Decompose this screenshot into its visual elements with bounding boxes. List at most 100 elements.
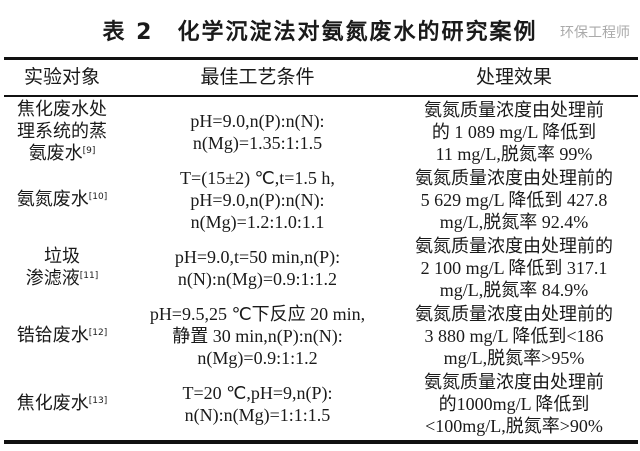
cell-text: 氨氮质量浓度由处理前 xyxy=(424,100,604,120)
cell-text: T=(15±2) ℃,t=1.5 h, xyxy=(180,168,335,188)
cell-text: 焦化废水处 xyxy=(17,99,107,120)
cell-text: 氨氮质量浓度由处理前的 xyxy=(415,168,613,188)
table-row: 锆铪废水[12] pH=9.5,25 ℃下反应 20 min, 静置 30 min,… xyxy=(0,302,640,370)
cell-text: 5 629 mg/L 降低到 427.8 xyxy=(420,190,608,210)
cell-subject-line: 垃圾 xyxy=(2,246,122,268)
cell-conditions-line: pH=9.5,25 ℃下反应 20 min, xyxy=(130,303,385,325)
cell-effect-line: 的1000mg/L 降低到 xyxy=(390,393,638,415)
cell-conditions-line: pH=9.0,n(P):n(N): xyxy=(130,189,385,211)
cell-subject: 氨氮废水[10] xyxy=(2,166,122,234)
table-row: 焦化废水[13] T=20 ℃,pH=9,n(P): n(N):n(Mg)=1:1:… xyxy=(0,370,640,438)
cell-conditions: T=20 ℃,pH=9,n(P): n(N):n(Mg)=1:1:1.5 xyxy=(130,370,385,438)
cell-text: mg/L,脱氮率 92.4% xyxy=(439,212,589,232)
cell-conditions-line: pH=9.0,n(P):n(N): xyxy=(130,110,385,132)
cell-text: 氨氮废水 xyxy=(16,189,89,210)
cell-subject-line: 氨氮废水[10] xyxy=(2,189,122,211)
reference-mark: [10] xyxy=(88,192,108,202)
cell-effect-line: 3 880 mg/L 降低到<186 xyxy=(390,325,638,347)
cell-text: 理系统的蒸 xyxy=(17,121,107,142)
cell-effect-line: 5 629 mg/L 降低到 427.8 xyxy=(390,189,638,211)
cell-effect: 氨氮质量浓度由处理前的 1 089 mg/L 降低到 11 mg/L,脱氮率 99… xyxy=(390,98,638,166)
cell-text: mg/L,脱氮率>95% xyxy=(443,348,585,368)
cell-conditions-line: pH=9.0,t=50 min,n(P): xyxy=(130,246,385,268)
cell-text: 11 mg/L,脱氮率 99% xyxy=(435,144,593,164)
cell-effect-line: mg/L,脱氮率 84.9% xyxy=(390,279,638,301)
cell-conditions: pH=9.0,n(P):n(N): n(Mg)=1.35:1:1.5 xyxy=(130,98,385,166)
cell-subject-line: 锆铪废水[12] xyxy=(2,325,122,347)
header-subject: 实验对象 xyxy=(23,66,100,88)
table-row: 垃圾 渗滤液[11] pH=9.0,t=50 min,n(P): n(N):n(Mg)… xyxy=(0,234,640,302)
cell-text: n(Mg)=0.9:1:1.2 xyxy=(197,348,318,368)
cell-text: <100mg/L,脱氮率>90% xyxy=(425,416,603,436)
cell-subject-line: 焦化废水[13] xyxy=(2,393,122,415)
cell-text: mg/L,脱氮率 84.9% xyxy=(439,280,589,300)
cell-text: 的1000mg/L 降低到 xyxy=(438,394,590,414)
cell-conditions-line: 静置 30 min,n(P):n(N): xyxy=(130,325,385,347)
cell-text: 2 100 mg/L 降低到 317.1 xyxy=(420,258,608,278)
cell-conditions-line: n(Mg)=0.9:1:1.2 xyxy=(130,347,385,369)
table-row: 氨氮废水[10] T=(15±2) ℃,t=1.5 h, pH=9.0,n(P):n… xyxy=(0,166,640,234)
cell-text: n(Mg)=1.2:1.0:1.1 xyxy=(190,212,325,232)
cell-effect-line: mg/L,脱氮率 92.4% xyxy=(390,211,638,233)
cell-subject: 焦化废水[13] xyxy=(2,370,122,438)
reference-mark: [12] xyxy=(88,328,108,338)
cell-text: 氨氮质量浓度由处理前的 xyxy=(415,236,613,256)
cell-text: 的 1 089 mg/L 降低到 xyxy=(431,122,597,142)
cell-conditions-line: n(N):n(Mg)=1:1:1.5 xyxy=(130,404,385,426)
reference-mark: [9] xyxy=(82,146,96,156)
cell-effect: 氨氮质量浓度由处理前的 2 100 mg/L 降低到 317.1 mg/L,脱氮率 … xyxy=(390,234,638,302)
cell-conditions-line: n(Mg)=1.2:1.0:1.1 xyxy=(130,211,385,233)
cell-subject-line: 理系统的蒸 xyxy=(2,121,122,143)
cell-effect-line: 氨氮质量浓度由处理前的 xyxy=(390,235,638,257)
cell-effect-line: 11 mg/L,脱氮率 99% xyxy=(390,143,638,165)
reference-mark: [13] xyxy=(88,396,108,406)
cell-text: n(Mg)=1.35:1:1.5 xyxy=(192,133,323,153)
watermark: 环保工程师 xyxy=(560,25,630,41)
cell-effect-line: 2 100 mg/L 降低到 317.1 xyxy=(390,257,638,279)
table-row: 焦化废水处 理系统的蒸 氨废水[9] pH=9.0,n(P):n(N): n(Mg)=1… xyxy=(0,98,640,166)
cell-effect-line: 氨氮质量浓度由处理前的 xyxy=(390,167,638,189)
cell-text: 氨氮质量浓度由处理前 xyxy=(424,372,604,392)
cell-effect-line: 氨氮质量浓度由处理前的 xyxy=(390,303,638,325)
cell-effect: 氨氮质量浓度由处理前的 5 629 mg/L 降低到 427.8 mg/L,脱氮率 … xyxy=(390,166,638,234)
reference-mark: [11] xyxy=(79,271,99,281)
cell-subject: 锆铪废水[12] xyxy=(2,302,122,370)
cell-conditions-line: T=20 ℃,pH=9,n(P): xyxy=(130,382,385,404)
cell-conditions-line: n(Mg)=1.35:1:1.5 xyxy=(130,132,385,154)
cell-subject: 垃圾 渗滤液[11] xyxy=(2,234,122,302)
header-effect: 处理效果 xyxy=(475,66,552,88)
cell-effect-line: mg/L,脱氮率>95% xyxy=(390,347,638,369)
cell-text: 垃圾 xyxy=(44,246,80,267)
cell-text: 3 880 mg/L 降低到<186 xyxy=(424,326,604,346)
cell-conditions-line: n(N):n(Mg)=0.9:1:1.2 xyxy=(130,268,385,290)
cell-text: pH=9.5,25 ℃下反应 20 min, xyxy=(149,304,366,324)
cell-subject: 焦化废水处 理系统的蒸 氨废水[9] xyxy=(2,98,122,166)
cell-text: 氨氮质量浓度由处理前的 xyxy=(415,304,613,324)
table-title: 表 2 化学沉淀法对氨氮废水的研究案例 xyxy=(102,20,538,45)
cell-effect-line: 氨氮质量浓度由处理前 xyxy=(390,99,638,121)
cell-text: 渗滤液 xyxy=(25,268,80,289)
header-rule xyxy=(4,95,638,97)
cell-text: 静置 30 min,n(P):n(N): xyxy=(172,326,343,346)
cell-conditions-line: T=(15±2) ℃,t=1.5 h, xyxy=(130,167,385,189)
cell-text: T=20 ℃,pH=9,n(P): xyxy=(182,383,333,403)
cell-text: pH=9.0,t=50 min,n(P): xyxy=(174,247,341,267)
cell-subject-line: 渗滤液[11] xyxy=(2,268,122,290)
top-rule xyxy=(4,57,638,60)
bottom-rule xyxy=(4,440,638,444)
cell-conditions: pH=9.5,25 ℃下反应 20 min, 静置 30 min,n(P):n(N… xyxy=(130,302,385,370)
cell-effect-line: 氨氮质量浓度由处理前 xyxy=(390,371,638,393)
cell-conditions: pH=9.0,t=50 min,n(P): n(N):n(Mg)=0.9:1:1.… xyxy=(130,234,385,302)
cell-effect-line: 的 1 089 mg/L 降低到 xyxy=(390,121,638,143)
cell-text: 锆铪废水 xyxy=(16,325,89,346)
cell-subject-line: 氨废水[9] xyxy=(2,143,122,165)
cell-conditions: T=(15±2) ℃,t=1.5 h, pH=9.0,n(P):n(N): n(Mg… xyxy=(130,166,385,234)
cell-effect: 氨氮质量浓度由处理前 的1000mg/L 降低到 <100mg/L,脱氮率>90% xyxy=(390,370,638,438)
cell-subject-line: 焦化废水处 xyxy=(2,99,122,121)
header-conditions: 最佳工艺条件 xyxy=(200,66,315,88)
cell-text: n(N):n(Mg)=1:1:1.5 xyxy=(184,405,331,425)
cell-text: 焦化废水 xyxy=(16,393,89,414)
cell-effect-line: <100mg/L,脱氮率>90% xyxy=(390,415,638,437)
cell-text: n(N):n(Mg)=0.9:1:1.2 xyxy=(177,269,338,289)
cell-text: 氨废水 xyxy=(28,143,83,164)
